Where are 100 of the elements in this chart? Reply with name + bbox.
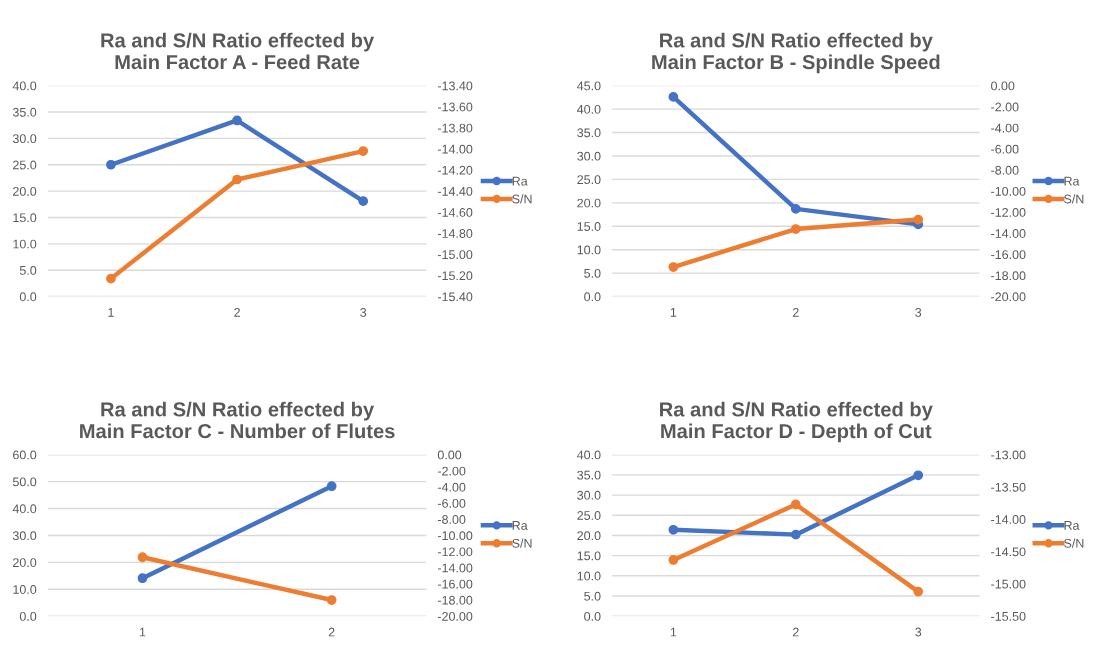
point (913, 586, 924, 597)
y-tick-label: 40.0 (577, 450, 601, 460)
y2-tick-label: -14.00 (437, 563, 473, 573)
y2-tick-label: -6.00 (437, 498, 466, 508)
y-tick-label: 10.0 (13, 585, 37, 594)
y2-tick-label: -6.00 (991, 144, 1019, 154)
y-tick-label: 0.0 (584, 292, 601, 302)
y2-tick-label: 0.00 (437, 450, 462, 460)
y2-tick-label: -14.00 (437, 144, 473, 154)
y-tick-label: 5.0 (584, 591, 601, 601)
y-tick-label: 20.0 (13, 558, 37, 567)
point (790, 529, 801, 540)
y2-tick-label: -13.50 (991, 482, 1026, 492)
y-tick-label: 0.0 (19, 292, 37, 302)
y-tick-label: 40.0 (12, 504, 37, 514)
y2-tick-label: -20.00 (437, 611, 473, 621)
y2-tick-label: -18.00 (991, 271, 1026, 281)
y-tick-label: 35.0 (577, 128, 601, 138)
y2-tick-label: -8.00 (991, 165, 1019, 175)
y2-tick-label: -2.00 (437, 466, 466, 476)
y-tick-label: 15.0 (577, 551, 601, 561)
x-tick-label: 1 (670, 308, 677, 317)
y2-tick-label: -15.20 (437, 271, 473, 281)
x-tick-label: 2 (792, 307, 799, 317)
y2-tick-label: -16.00 (437, 579, 473, 589)
y2-tick-label: -18.00 (437, 595, 473, 605)
point (668, 524, 679, 535)
point (668, 92, 679, 102)
y-tick-label: 15.0 (577, 222, 601, 231)
x-tick-label: 2 (328, 627, 335, 637)
y2-tick-label: -4.00 (991, 123, 1019, 133)
y-tick-label: 30.0 (12, 531, 37, 541)
point (232, 115, 242, 126)
x-tick-label: 1 (108, 308, 114, 317)
legend-label: S/N (512, 538, 532, 548)
y-tick-label: 25.0 (13, 160, 37, 170)
y2-tick-label: -12.00 (991, 208, 1026, 217)
chart-title: Ra and S/N Ratio effected by Main Factor C - Number of Flutes (80, 401, 395, 439)
y2-tick-label: -16.00 (991, 250, 1026, 260)
y2-tick-label: -13.40 (437, 81, 473, 91)
x-tick-label: 3 (915, 307, 922, 317)
point (913, 470, 924, 481)
y2-tick-label: -15.00 (991, 579, 1026, 589)
point (913, 214, 924, 225)
point (790, 224, 801, 234)
y-tick-label: 40.0 (577, 104, 601, 114)
y2-tick-label: -14.20 (437, 165, 473, 175)
x-tick-label: 1 (139, 627, 146, 637)
y-tick-label: 60.0 (13, 450, 37, 460)
point (790, 204, 801, 214)
y2-tick-label: -13.00 (991, 450, 1026, 460)
chart-title: Ra and S/N Ratio effected by Main Factor B - Spindle Speed (652, 32, 940, 74)
legend-label: Ra (512, 521, 528, 530)
y-tick-label: 0.0 (19, 611, 37, 621)
y2-tick-label: -13.80 (437, 123, 473, 133)
legend-label: Ra (1064, 521, 1080, 530)
point (790, 499, 801, 510)
y2-tick-label: -14.00 (991, 515, 1026, 524)
point (232, 174, 242, 185)
y-tick-label: 10.0 (13, 239, 37, 249)
y-tick-label: 15.0 (13, 213, 37, 223)
x-tick-label: 2 (792, 627, 799, 637)
x-tick-label: 3 (360, 307, 367, 317)
y2-tick-label: -15.50 (991, 611, 1026, 621)
y-tick-label: 20.0 (577, 198, 601, 208)
point (106, 159, 116, 170)
y-tick-label: 20.0 (577, 531, 601, 541)
y2-tick-label: -10.00 (437, 531, 473, 541)
y2-tick-label: -10.00 (991, 186, 1026, 196)
y-tick-label: 30.0 (577, 490, 601, 500)
y2-tick-label: -2.00 (991, 102, 1019, 112)
y-tick-label: 35.0 (12, 107, 37, 117)
legend-label: Ra (1064, 176, 1080, 186)
y-tick-label: 40.0 (12, 81, 37, 91)
y-tick-label: 10.0 (577, 571, 601, 581)
y2-tick-label: -4.00 (437, 482, 466, 492)
y-tick-label: 25.0 (577, 511, 601, 520)
y-tick-label: 5.0 (19, 265, 37, 275)
y-tick-label: 30.0 (577, 151, 601, 161)
y2-tick-label: -13.60 (437, 102, 473, 112)
point (106, 273, 116, 284)
y-tick-label: 10.0 (577, 245, 601, 255)
x-tick-label: 1 (670, 627, 677, 637)
chart-title: Ra and S/N Ratio effected by Main Factor A - Feed Rate (101, 32, 375, 70)
y-tick-label: 0.0 (584, 611, 601, 621)
point (358, 196, 369, 206)
y2-tick-label: -15.40 (437, 292, 473, 302)
y2-tick-label: -14.40 (437, 186, 473, 196)
point (668, 555, 679, 565)
legend-label: Ra (512, 176, 528, 186)
y2-tick-label: -14.60 (437, 208, 473, 217)
y-tick-label: 30.0 (12, 134, 37, 144)
legend-label: S/N (512, 194, 532, 204)
y2-tick-label: -20.00 (991, 292, 1026, 302)
y2-tick-label: -8.00 (437, 515, 466, 524)
y-tick-label: 25.0 (577, 175, 601, 185)
y-tick-label: 35.0 (577, 470, 601, 480)
y2-tick-label: -14.50 (991, 547, 1026, 557)
point (668, 262, 679, 272)
legend-label: S/N (1064, 538, 1084, 548)
